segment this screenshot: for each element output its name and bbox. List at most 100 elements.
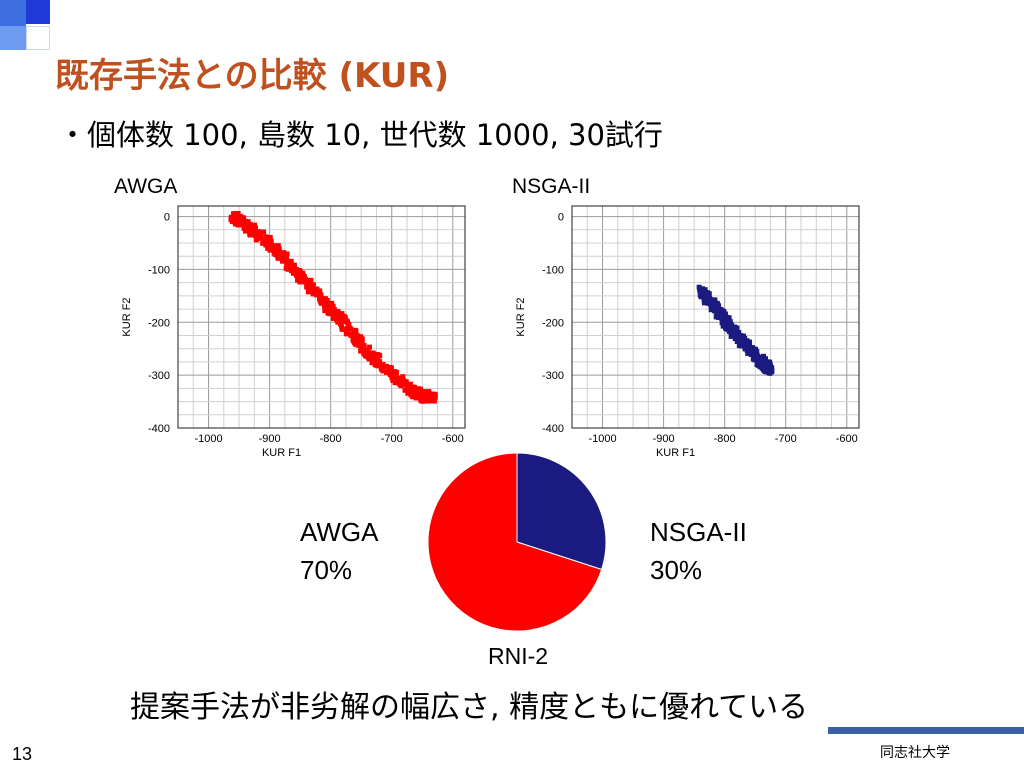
x-axis-label: KUR F1 <box>262 447 301 459</box>
data-point <box>766 370 772 376</box>
footer-bar <box>828 727 1024 734</box>
data-point <box>252 222 258 228</box>
pie-slice <box>427 452 603 632</box>
data-point <box>708 297 714 303</box>
data-point <box>235 222 241 228</box>
data-point <box>696 284 702 290</box>
data-point <box>371 356 377 362</box>
data-point <box>400 374 406 380</box>
data-point <box>291 270 297 276</box>
slide-title: 既存手法との比較 (KUR) <box>55 56 450 96</box>
data-point <box>305 282 311 288</box>
data-point <box>719 320 725 326</box>
data-point <box>392 377 398 383</box>
data-point <box>371 351 377 357</box>
data-point <box>340 317 346 323</box>
data-point <box>338 314 344 320</box>
data-point <box>711 302 717 308</box>
data-point <box>247 231 253 237</box>
data-point <box>708 307 714 313</box>
data-point <box>232 219 238 225</box>
x-tick-label: -600 <box>442 433 464 445</box>
data-point <box>738 334 744 340</box>
data-point <box>300 270 306 276</box>
y-tick-label: 0 <box>164 212 170 224</box>
data-point <box>335 319 341 325</box>
data-point <box>247 226 253 232</box>
data-point <box>756 356 762 362</box>
conclusion-text: 提案手法が非劣解の幅広さ, 精度ともに優れている <box>130 690 809 725</box>
data-point <box>375 352 381 358</box>
data-point <box>703 293 709 299</box>
nsga-plot-label: NSGA-II <box>512 175 591 198</box>
data-point <box>330 311 336 317</box>
data-point <box>387 371 393 377</box>
x-tick-label: -900 <box>259 433 281 445</box>
data-point <box>364 350 370 356</box>
y-tick-label: -200 <box>542 317 564 329</box>
y-tick-label: -100 <box>542 264 564 276</box>
y-tick-label: -400 <box>542 423 564 435</box>
y-tick-label: -200 <box>148 317 170 329</box>
corner-decoration <box>26 0 50 24</box>
data-point <box>720 309 726 315</box>
data-point <box>373 360 379 366</box>
data-point <box>348 332 354 338</box>
data-point <box>315 289 321 295</box>
data-point <box>343 326 349 332</box>
data-point <box>727 319 733 325</box>
data-point <box>348 326 354 332</box>
data-point <box>362 351 368 357</box>
data-point <box>283 252 289 258</box>
data-point <box>401 382 407 388</box>
data-point <box>308 277 314 283</box>
corner-decoration <box>0 26 26 50</box>
data-point <box>410 394 416 400</box>
data-point <box>746 349 752 355</box>
data-point <box>351 331 357 337</box>
data-point <box>344 318 350 324</box>
data-point <box>343 331 349 337</box>
data-point <box>302 276 308 282</box>
x-tick-label: -800 <box>320 433 342 445</box>
data-point <box>328 307 334 313</box>
pie-slice <box>516 452 607 571</box>
data-point <box>367 344 373 350</box>
data-point <box>293 266 299 272</box>
data-point <box>250 227 256 233</box>
data-point <box>318 292 324 298</box>
data-point <box>310 291 316 297</box>
data-point <box>386 366 392 372</box>
data-point <box>335 309 341 315</box>
data-point <box>339 324 345 330</box>
data-point <box>261 229 267 235</box>
data-point <box>265 245 271 251</box>
corner-decoration <box>0 0 26 26</box>
data-point <box>408 386 414 392</box>
data-point <box>272 251 278 257</box>
y-tick-label: 0 <box>558 212 564 224</box>
data-point <box>769 369 775 375</box>
footer-university: 同志社大学 <box>880 745 950 761</box>
data-point <box>384 363 390 369</box>
x-tick-label: -900 <box>653 433 675 445</box>
data-point <box>757 361 763 367</box>
data-point <box>764 359 770 365</box>
data-point <box>243 228 249 234</box>
awga-scatter-plot: -1000 -900 -800 -700 -600 0 -100 -200 -300 -400 KU… <box>121 205 466 459</box>
data-point <box>269 243 275 249</box>
plot-frame <box>571 205 860 429</box>
x-tick-label: -700 <box>381 433 403 445</box>
data-point <box>233 211 239 217</box>
data-point <box>701 300 707 306</box>
x-tick-label: -1000 <box>194 433 222 445</box>
data-point <box>277 253 283 259</box>
data-point <box>322 296 328 302</box>
data-point <box>295 275 301 281</box>
data-point <box>291 262 297 268</box>
data-point <box>245 219 251 225</box>
awga-plot-label: AWGA <box>114 175 178 198</box>
data-point <box>423 396 429 402</box>
data-point <box>420 393 426 399</box>
pie-nsga-label: NSGA-II 30% <box>650 513 747 589</box>
